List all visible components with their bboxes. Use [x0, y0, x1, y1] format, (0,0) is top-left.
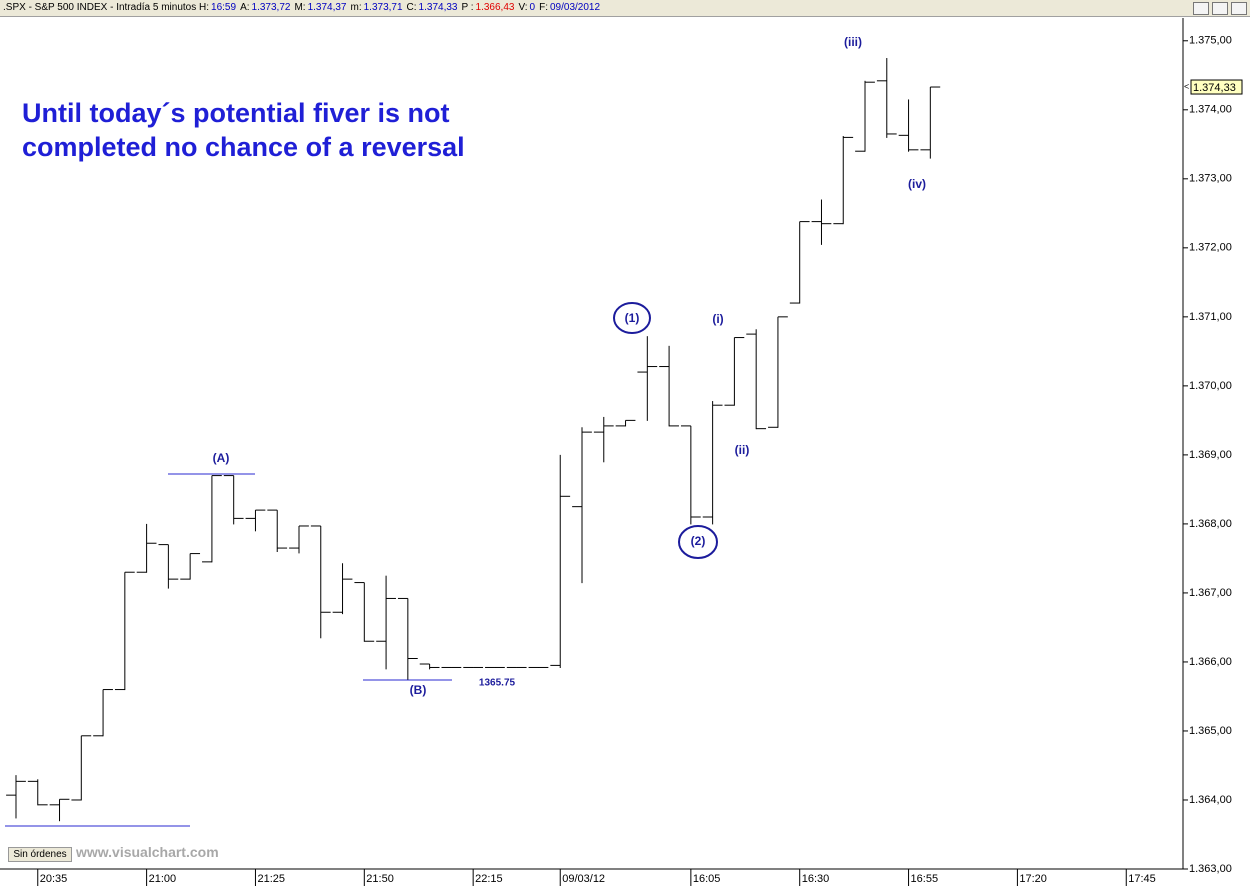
field-label: H: — [199, 2, 210, 13]
y-tick-label: 1.367,00 — [1189, 587, 1232, 599]
window-buttons — [1193, 2, 1247, 15]
header-bar: .SPX - S&P 500 INDEX - Intradía 5 minuto… — [0, 0, 1250, 17]
field-value: 0 — [529, 2, 536, 13]
y-tick-label: 1.364,00 — [1189, 794, 1232, 806]
y-tick-label: 1.363,00 — [1189, 863, 1232, 875]
header-title: .SPX - S&P 500 INDEX - Intradía 5 minuto… — [3, 2, 197, 13]
level-label: 1365.75 — [479, 678, 516, 689]
x-tick-label: 21:25 — [257, 873, 285, 885]
field-value: 1.366,43 — [475, 2, 515, 13]
wave-label: (ii) — [735, 443, 750, 457]
field-value: 09/03/2012 — [550, 2, 601, 13]
y-tick-label: 1.366,00 — [1189, 656, 1232, 668]
field-label: m: — [350, 2, 362, 13]
last-price-label: 1.374,33 — [1193, 82, 1236, 94]
x-tick-label: 16:05 — [693, 873, 721, 885]
field-label: M: — [294, 2, 306, 13]
minimize-button[interactable] — [1193, 2, 1209, 15]
close-button[interactable] — [1231, 2, 1247, 15]
field-label: A: — [240, 2, 250, 13]
wave-label: (1) — [625, 311, 640, 325]
x-tick-label: 21:00 — [149, 873, 177, 885]
y-tick-label: 1.365,00 — [1189, 725, 1232, 737]
field-value: 1.373,71 — [363, 2, 403, 13]
wave-label: (A) — [213, 451, 230, 465]
field-value: 1.374,33 — [418, 2, 458, 13]
field-value: 16:59 — [211, 2, 237, 13]
wave-label: (iii) — [844, 35, 862, 49]
wave-circle — [613, 302, 651, 334]
wave-circle — [678, 525, 718, 559]
x-axis-bg — [0, 869, 1250, 886]
wave-label: (2) — [691, 534, 706, 548]
wave-label: (B) — [410, 683, 427, 697]
x-tick-label: 21:50 — [366, 873, 394, 885]
orders-button[interactable]: Sin órdenes — [8, 847, 72, 862]
y-tick-label: 1.373,00 — [1189, 173, 1232, 185]
y-tick-label: 1.370,00 — [1189, 380, 1232, 392]
field-label: F: — [539, 2, 548, 13]
field-value: 1.374,37 — [307, 2, 347, 13]
header-fields: H: 16:59 A: 1.373,72 M: 1.374,37 m: 1.373,71 C: 1… — [199, 2, 604, 13]
x-tick-label: 20:35 — [40, 873, 68, 885]
y-tick-label: 1.374,00 — [1189, 104, 1232, 116]
annotation: completed no chance of a reversal — [22, 132, 465, 162]
x-tick-label: 16:55 — [911, 873, 939, 885]
x-tick-label: 09/03/12 — [562, 873, 605, 885]
wave-label: (iv) — [908, 177, 926, 191]
y-tick-label: 1.375,00 — [1189, 35, 1232, 47]
y-tick-label: 1.372,00 — [1189, 242, 1232, 254]
y-tick-label: 1.368,00 — [1189, 518, 1232, 530]
maximize-button[interactable] — [1212, 2, 1228, 15]
field-label: C: — [406, 2, 417, 13]
annotation: Until today´s potential fiver is not — [22, 98, 450, 128]
price-arrow: < — [1184, 81, 1189, 91]
field-label: V: — [518, 2, 528, 13]
last-price-box — [1190, 79, 1243, 95]
x-tick-label: 17:20 — [1019, 873, 1047, 885]
wave-label: (i) — [712, 312, 723, 326]
y-tick-label: 1.371,00 — [1189, 311, 1232, 323]
y-tick-label: 1.369,00 — [1189, 449, 1232, 461]
watermark: www.visualchart.com — [76, 844, 219, 860]
x-tick-label: 16:30 — [802, 873, 830, 885]
x-tick-label: 17:45 — [1128, 873, 1156, 885]
field-label: P : — [461, 2, 474, 13]
field-value: 1.373,72 — [251, 2, 291, 13]
x-tick-label: 22:15 — [475, 873, 503, 885]
